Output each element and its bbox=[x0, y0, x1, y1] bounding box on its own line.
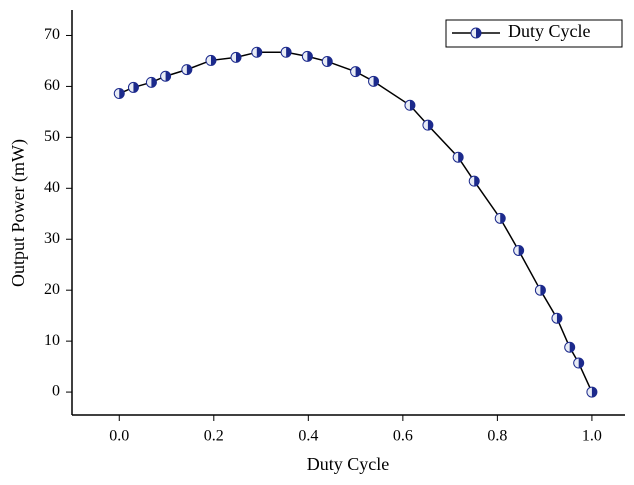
marker bbox=[113, 88, 125, 100]
x-tick-label: 0.6 bbox=[393, 428, 413, 445]
y-tick-label: 10 bbox=[44, 332, 60, 349]
marker bbox=[145, 76, 157, 88]
marker-half bbox=[471, 28, 476, 38]
marker bbox=[422, 119, 434, 131]
marker-half bbox=[182, 65, 187, 75]
marker bbox=[251, 46, 263, 58]
marker bbox=[404, 99, 416, 111]
marker bbox=[127, 81, 139, 93]
legend-label: Duty Cycle bbox=[508, 21, 591, 41]
y-tick-label: 50 bbox=[44, 128, 60, 145]
marker-half bbox=[302, 51, 308, 61]
marker-half bbox=[574, 358, 579, 368]
y-axis-label: Output Power (mW) bbox=[8, 139, 29, 287]
y-tick-label: 60 bbox=[44, 77, 60, 94]
marker-half bbox=[535, 285, 541, 295]
marker-half bbox=[252, 47, 257, 57]
marker bbox=[470, 27, 482, 39]
marker-half bbox=[146, 77, 152, 87]
marker bbox=[160, 70, 172, 82]
marker-half bbox=[453, 152, 459, 162]
marker-half bbox=[565, 342, 570, 352]
x-tick-label: 0.0 bbox=[109, 428, 129, 445]
y-tick-label: 30 bbox=[44, 230, 60, 247]
y-tick-label: 0 bbox=[52, 383, 60, 400]
marker bbox=[350, 66, 362, 78]
marker-half bbox=[281, 47, 287, 57]
marker-half bbox=[369, 76, 374, 86]
marker bbox=[551, 312, 563, 324]
marker bbox=[452, 151, 464, 163]
marker bbox=[230, 51, 242, 63]
marker bbox=[321, 55, 333, 67]
marker-half bbox=[231, 52, 237, 62]
marker bbox=[205, 54, 217, 66]
x-tick-label: 0.8 bbox=[487, 428, 507, 445]
y-tick-label: 20 bbox=[44, 281, 60, 298]
marker-half bbox=[469, 176, 475, 186]
marker bbox=[494, 212, 506, 224]
marker-half bbox=[114, 89, 120, 99]
x-tick-label: 0.4 bbox=[298, 428, 318, 445]
marker bbox=[468, 175, 480, 187]
marker-half bbox=[423, 120, 428, 130]
x-tick-label: 1.0 bbox=[582, 428, 602, 445]
marker-half bbox=[322, 56, 328, 66]
marker bbox=[368, 75, 380, 87]
marker bbox=[513, 244, 525, 256]
marker-half bbox=[161, 71, 166, 81]
marker-half bbox=[495, 213, 501, 223]
marker-half bbox=[351, 67, 356, 77]
y-tick-label: 70 bbox=[44, 26, 60, 43]
marker-half bbox=[587, 387, 592, 397]
marker-half bbox=[206, 55, 211, 65]
y-tick-label: 40 bbox=[44, 179, 60, 196]
marker bbox=[586, 386, 598, 398]
series-line bbox=[118, 51, 593, 393]
marker bbox=[181, 64, 193, 76]
marker-half bbox=[514, 245, 519, 255]
marker bbox=[280, 46, 292, 58]
x-tick-label: 0.2 bbox=[204, 428, 224, 445]
x-axis-label: Duty Cycle bbox=[307, 454, 390, 474]
marker-half bbox=[405, 100, 410, 110]
marker-half bbox=[552, 313, 557, 323]
marker bbox=[564, 341, 576, 353]
marker bbox=[534, 284, 546, 296]
marker-half bbox=[128, 82, 134, 92]
marker bbox=[573, 357, 585, 369]
marker bbox=[301, 50, 313, 62]
